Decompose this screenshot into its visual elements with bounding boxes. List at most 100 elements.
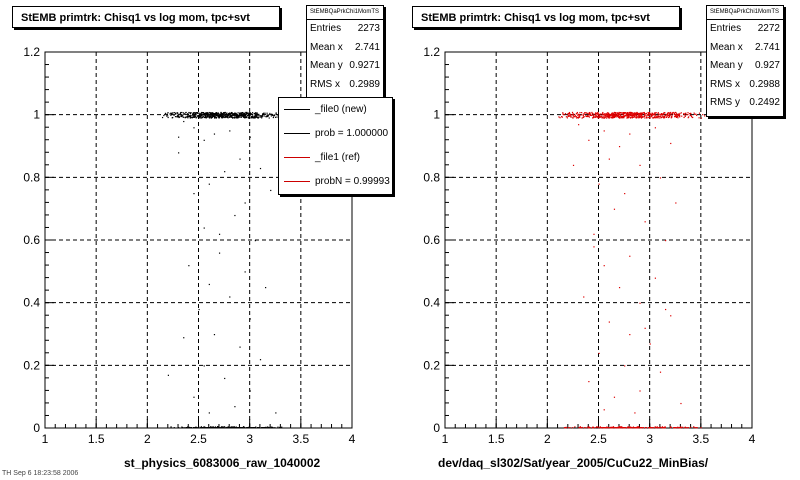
- band-marker: [588, 113, 590, 116]
- band-marker: [204, 115, 206, 117]
- band-marker: [631, 113, 633, 115]
- band-marker: [639, 112, 641, 114]
- band-marker: [174, 116, 177, 118]
- band-marker: [648, 112, 651, 114]
- band-marker: [579, 114, 581, 117]
- data-point: [634, 412, 636, 414]
- band-marker: [213, 115, 216, 117]
- plot-title-right: StEMB primtrk: Chisq1 vs log mom, tpc+sv…: [412, 6, 680, 28]
- band-marker: [659, 115, 661, 117]
- band-marker: [261, 116, 263, 118]
- band-marker: [595, 116, 597, 118]
- band-marker: [611, 115, 613, 117]
- band-marker: [561, 116, 563, 118]
- band-marker: [649, 427, 651, 429]
- band-marker: [650, 115, 652, 117]
- band-marker: [206, 112, 209, 114]
- band-marker: [234, 114, 236, 116]
- band-marker: [638, 117, 641, 119]
- band-marker: [591, 113, 594, 115]
- band-marker: [637, 426, 639, 428]
- band-marker: [228, 113, 230, 115]
- data-point: [213, 334, 216, 336]
- band-marker: [628, 112, 630, 114]
- band-marker: [217, 427, 219, 429]
- band-marker: [638, 114, 640, 117]
- band-marker: [212, 426, 214, 428]
- y-tick-label: 0: [433, 421, 440, 435]
- band-marker: [624, 427, 626, 429]
- band-marker: [630, 112, 632, 114]
- band-marker: [614, 115, 616, 118]
- band-marker: [199, 116, 201, 118]
- band-marker: [663, 427, 665, 429]
- band-marker: [175, 112, 177, 114]
- band-marker: [605, 113, 607, 115]
- band-marker: [622, 427, 624, 429]
- band-marker: [617, 116, 619, 118]
- band-marker: [223, 116, 225, 118]
- data-point: [603, 265, 605, 267]
- band-marker: [645, 427, 648, 429]
- band-marker: [681, 115, 683, 117]
- band-marker: [200, 427, 202, 429]
- band-marker: [630, 426, 632, 428]
- band-marker: [166, 113, 168, 115]
- band-marker: [208, 427, 211, 429]
- band-marker: [695, 427, 697, 429]
- band-marker: [172, 112, 174, 114]
- band-marker: [632, 426, 635, 428]
- y-tick-label: 0.2: [423, 358, 440, 372]
- band-marker: [207, 112, 209, 115]
- stats-row-mean-y: Mean y 0.9271: [310, 60, 380, 71]
- band-marker: [203, 114, 205, 116]
- band-marker: [579, 426, 581, 428]
- band-marker: [200, 113, 203, 115]
- band-marker: [654, 112, 656, 114]
- legend-line-swatch: [284, 109, 310, 110]
- band-marker: [223, 426, 226, 428]
- band-marker: [244, 114, 246, 116]
- band-marker: [251, 427, 253, 429]
- band-marker: [592, 427, 594, 429]
- band-marker: [233, 113, 235, 115]
- data-point: [629, 255, 631, 257]
- data-point: [583, 296, 585, 298]
- band-marker: [230, 114, 232, 117]
- band-marker: [687, 117, 689, 119]
- band-marker: [235, 117, 237, 119]
- band-marker: [266, 427, 268, 429]
- band-marker: [177, 115, 180, 118]
- band-marker: [696, 427, 698, 429]
- data-point: [234, 406, 236, 408]
- band-marker: [250, 427, 252, 429]
- x-tick-label: 4: [349, 432, 356, 446]
- band-marker: [638, 427, 640, 429]
- band-marker: [213, 113, 216, 115]
- band-marker: [228, 112, 231, 114]
- band-marker: [660, 116, 663, 119]
- band-marker: [654, 427, 657, 429]
- band-marker: [253, 117, 255, 119]
- band-marker: [240, 112, 243, 114]
- band-marker: [683, 113, 685, 115]
- band-marker: [191, 114, 193, 117]
- data-point: [654, 127, 656, 129]
- band-marker: [671, 113, 674, 115]
- band-marker: [568, 112, 571, 114]
- band-marker: [674, 115, 676, 117]
- plot-panel-left: 1 1.5 2 2.5 3 3.5 4 0 0.2 0.4 0.6 0.8 1 1.2 StEMB pri…: [12, 5, 393, 470]
- band-marker: [559, 117, 561, 119]
- band-marker: [576, 111, 578, 114]
- band-marker: [259, 116, 261, 118]
- band-marker: [673, 427, 675, 429]
- band-marker: [688, 113, 691, 115]
- band-marker: [615, 116, 617, 118]
- data-point: [659, 177, 662, 179]
- band-marker: [562, 112, 564, 114]
- band-marker: [275, 112, 277, 114]
- band-marker: [638, 116, 641, 118]
- band-marker: [666, 115, 668, 118]
- band-marker: [263, 113, 265, 116]
- band-marker: [236, 114, 238, 116]
